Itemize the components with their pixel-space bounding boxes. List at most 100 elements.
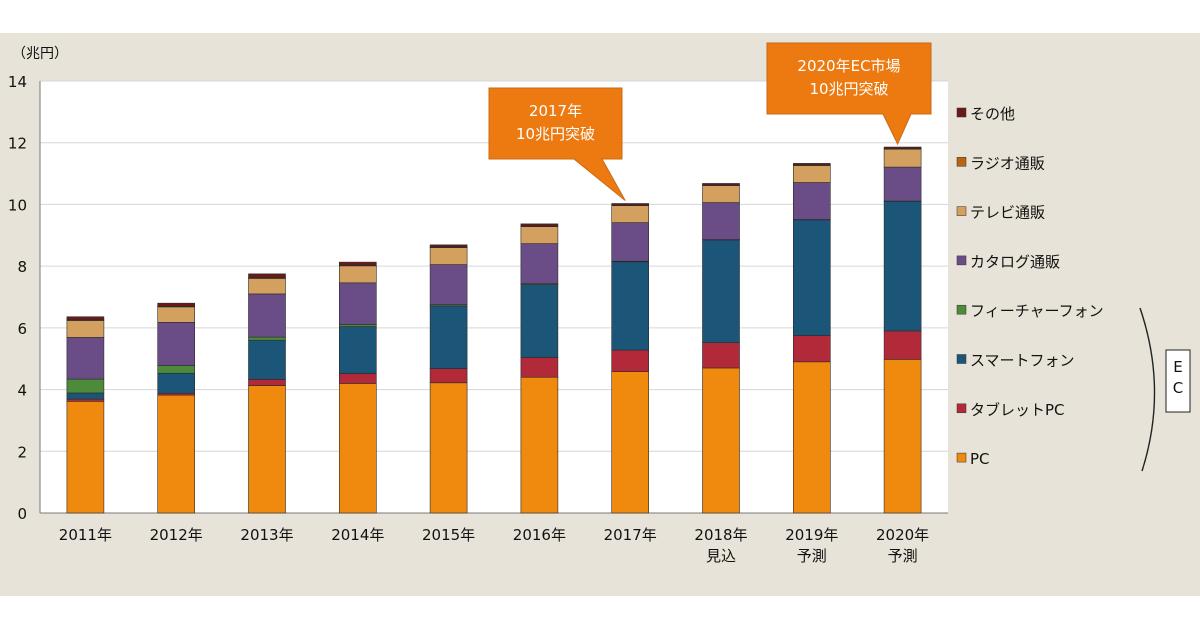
bar-segment bbox=[157, 394, 195, 514]
x-tick-label: 2018年 bbox=[694, 526, 747, 544]
legend-label: フィーチャーフォン bbox=[970, 302, 1104, 320]
y-tick-label: 4 bbox=[17, 382, 27, 400]
legend-label: カタログ通販 bbox=[970, 253, 1060, 271]
legend-swatch bbox=[956, 157, 967, 167]
bar-segment bbox=[157, 372, 195, 394]
y-tick-label: 6 bbox=[17, 320, 27, 338]
bar-segment bbox=[66, 316, 105, 321]
legend-swatch bbox=[956, 255, 967, 266]
bar-segment bbox=[611, 349, 650, 372]
x-tick-label: 予測 bbox=[797, 547, 827, 565]
x-tick-label: 2017年 bbox=[604, 526, 657, 544]
x-tick-label: 見込 bbox=[706, 547, 736, 565]
bar-segment bbox=[248, 273, 286, 278]
legend-label: その他 bbox=[970, 105, 1015, 123]
bar-segment bbox=[429, 382, 468, 514]
bar-segment bbox=[520, 376, 559, 514]
x-tick-label: 予測 bbox=[888, 547, 918, 565]
y-axis-label: （兆円） bbox=[12, 46, 68, 62]
callout-text: 10兆円突破 bbox=[809, 80, 888, 98]
bar-segment bbox=[883, 201, 922, 332]
bar-segment bbox=[248, 336, 286, 341]
ec-label-text: C bbox=[1173, 379, 1183, 397]
bar-segment bbox=[338, 373, 377, 384]
legend-label: タブレットPC bbox=[970, 401, 1065, 419]
bar-segment bbox=[883, 166, 922, 202]
legend-label: スマートフォン bbox=[970, 352, 1075, 370]
x-tick-label: 2015年 bbox=[422, 526, 475, 544]
callout-text: 10兆円突破 bbox=[516, 125, 595, 143]
y-tick-label: 10 bbox=[8, 196, 27, 214]
x-tick-label: 2020年 bbox=[876, 526, 929, 544]
bar-segment bbox=[611, 203, 650, 206]
bar-segment bbox=[611, 371, 650, 514]
bar-segment bbox=[792, 165, 831, 183]
bar-segment bbox=[248, 278, 286, 295]
bar-segment bbox=[66, 320, 105, 338]
legend-label: PC bbox=[970, 450, 990, 468]
bar-segment bbox=[338, 282, 377, 325]
chart-figure: 0 2 4 6 8 10 12 14 （兆円） 2011年 2012年 2013年 2014年 2015年… bbox=[0, 33, 1200, 596]
legend-label: ラジオ通販 bbox=[970, 154, 1045, 172]
bar-segment bbox=[157, 365, 195, 374]
bar-segment bbox=[157, 302, 195, 307]
bar-segment bbox=[702, 239, 740, 343]
x-tick-label: 2012年 bbox=[150, 526, 203, 544]
x-tick-label: 2013年 bbox=[240, 526, 293, 544]
bar-segment bbox=[702, 367, 740, 514]
bar-segment bbox=[248, 379, 286, 386]
bar-segment bbox=[702, 342, 740, 369]
bar-segment bbox=[66, 392, 105, 400]
legend-swatch bbox=[956, 304, 967, 315]
ec-bracket bbox=[1139, 307, 1156, 472]
bar-segment bbox=[702, 202, 740, 240]
legend-label: テレビ通販 bbox=[970, 204, 1045, 222]
bar-segment bbox=[883, 148, 922, 168]
bar-segment bbox=[883, 359, 922, 514]
ec-label-box bbox=[1165, 349, 1191, 413]
callout-box bbox=[488, 87, 626, 201]
bar-segment bbox=[338, 326, 377, 374]
bar-segment bbox=[248, 293, 286, 338]
legend-swatch bbox=[956, 107, 967, 118]
y-tick-label: 14 bbox=[8, 73, 27, 91]
legend-swatch bbox=[956, 354, 967, 364]
bar-segment bbox=[611, 261, 650, 351]
bar-segment bbox=[248, 385, 286, 514]
bar-segment bbox=[792, 182, 831, 220]
x-tick-label: 2019年 bbox=[785, 526, 838, 544]
stacked-bar-chart: 0 2 4 6 8 10 12 14 （兆円） 2011年 2012年 2013年 2014年 2015年… bbox=[8, 42, 1191, 565]
bar-segment bbox=[66, 378, 105, 394]
bar-segment bbox=[66, 400, 105, 514]
bar-segment bbox=[429, 264, 468, 306]
bar-segment bbox=[66, 337, 105, 380]
bar-segment bbox=[520, 284, 559, 358]
bar-segment bbox=[157, 322, 195, 366]
legend-swatch bbox=[956, 206, 967, 216]
bar-segment bbox=[792, 163, 831, 166]
callout-text: 2020年EC市場 bbox=[797, 57, 900, 75]
y-tick-label: 8 bbox=[17, 258, 27, 276]
legend-swatch bbox=[956, 452, 967, 463]
callout-box bbox=[766, 42, 932, 146]
bar-segment bbox=[611, 205, 650, 223]
y-tick-label: 2 bbox=[17, 443, 27, 461]
callout-text: 2017年 bbox=[529, 102, 582, 120]
bar-segment bbox=[429, 368, 468, 384]
bar-segment bbox=[883, 146, 922, 149]
bar-segment bbox=[429, 244, 468, 248]
y-tick-label: 0 bbox=[17, 505, 27, 523]
x-tick-label: 2016年 bbox=[513, 526, 566, 544]
bar-segment bbox=[611, 222, 650, 262]
bar-segment bbox=[792, 335, 831, 363]
bar-segment bbox=[338, 324, 377, 327]
bar-segment bbox=[792, 219, 831, 336]
legend-swatch bbox=[956, 403, 967, 414]
bar-segment bbox=[338, 383, 377, 514]
bar-segment bbox=[520, 223, 559, 227]
bar-segment bbox=[338, 265, 377, 284]
bar-segment bbox=[792, 361, 831, 514]
x-tick-label: 2014年 bbox=[331, 526, 384, 544]
x-tick-label: 2011年 bbox=[59, 526, 112, 544]
bar-segment bbox=[702, 185, 740, 203]
